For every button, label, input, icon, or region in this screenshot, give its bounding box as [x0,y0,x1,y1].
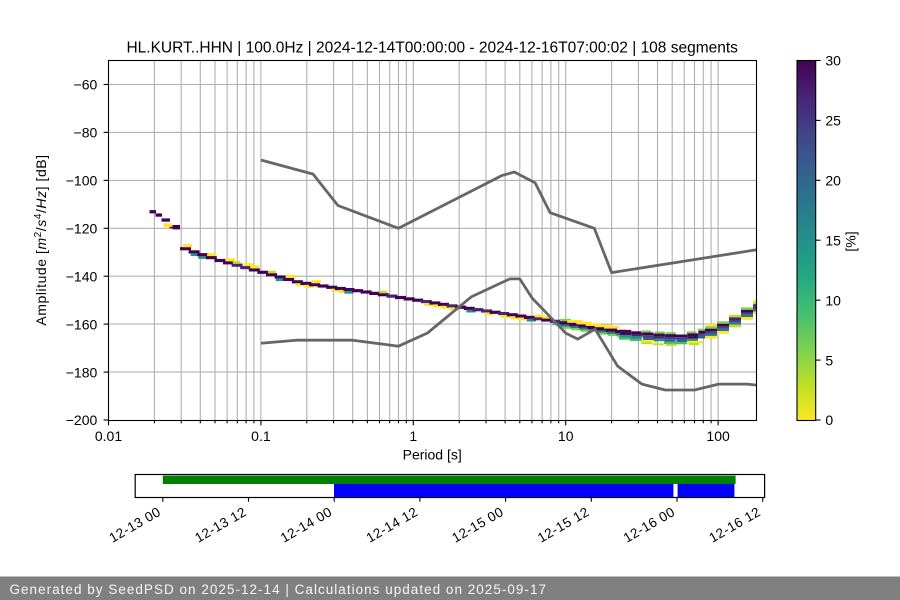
svg-text:5: 5 [825,352,833,368]
svg-text:−140: −140 [66,268,98,284]
svg-text:[%]: [%] [843,231,859,251]
svg-text:15: 15 [825,232,841,248]
svg-text:20: 20 [825,173,841,189]
svg-text:−100: −100 [66,173,98,189]
svg-text:25: 25 [825,113,841,129]
svg-text:−60: −60 [74,77,98,93]
svg-text:Amplitude [m2/s4/Hz] [dB]: Amplitude [m2/s4/Hz] [dB] [33,154,49,325]
svg-text:−180: −180 [66,364,98,380]
svg-text:−120: −120 [66,221,98,237]
svg-text:0: 0 [825,412,833,428]
svg-text:HL.KURT..HHN | 100.0Hz | 2024-: HL.KURT..HHN | 100.0Hz | 2024-12-14T00:0… [126,40,738,57]
svg-text:10: 10 [558,428,574,444]
svg-text:10: 10 [825,292,841,308]
svg-text:Generated by SeedPSD on 2025-1: Generated by SeedPSD on 2025-12-14 | Cal… [10,582,548,597]
svg-text:−80: −80 [74,125,98,141]
svg-text:−200: −200 [66,412,98,428]
svg-text:Period [s]: Period [s] [403,447,462,463]
svg-text:−160: −160 [66,316,98,332]
svg-text:100: 100 [706,428,730,444]
svg-text:0.1: 0.1 [251,428,271,444]
svg-text:30: 30 [825,53,841,69]
svg-text:1: 1 [409,428,417,444]
svg-text:0.01: 0.01 [95,428,122,444]
